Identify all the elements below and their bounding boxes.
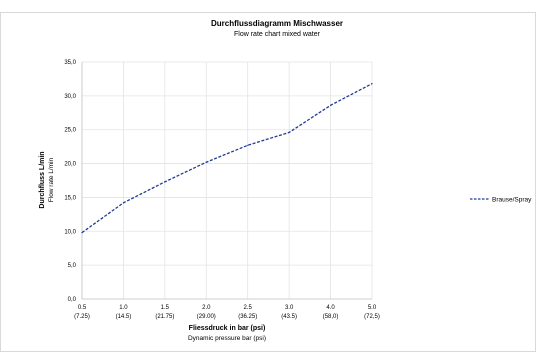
x-tick-label: 2.5 <box>244 305 253 311</box>
x-tick-sublabel: (14.5) <box>116 314 132 320</box>
series-layer <box>81 83 373 234</box>
y-axis-subtitle: Flow rate L/min <box>48 157 55 202</box>
x-tick-label: 4.0 <box>326 305 335 311</box>
data-point <box>164 181 166 183</box>
y-tick-label: 0,0 <box>68 297 77 303</box>
legend: Brause/Spray <box>470 197 532 204</box>
y-tick-label: 5,0 <box>68 263 77 269</box>
data-point <box>205 161 207 163</box>
data-point <box>371 83 373 85</box>
y-tick-label: 30,0 <box>64 94 76 100</box>
y-axis-title: Durchfluss L/min <box>39 151 46 208</box>
x-axis-ticks: 0.5 (7.25) 1.0 (14.5) 1.5 (21.75) 2.0 (29.00) 2.… <box>74 305 380 320</box>
data-point <box>122 202 125 204</box>
series-line <box>81 83 373 234</box>
x-tick-label: 5.0 <box>368 305 377 311</box>
x-tick-sublabel: (58,0) <box>323 314 339 320</box>
x-axis-subtitle: Dynamic pressure bar (psi) <box>188 335 266 342</box>
x-tick-label: 1.5 <box>161 305 170 311</box>
data-point <box>247 144 249 146</box>
x-tick-label: 0.5 <box>78 305 87 311</box>
x-tick-label: 2.0 <box>202 305 211 311</box>
x-tick-sublabel: (36.25) <box>238 314 257 320</box>
y-tick-label: 20,0 <box>64 162 76 168</box>
x-tick-sublabel: (43.5) <box>281 314 297 320</box>
chart-title: Durchflussdiagramm Mischwasser <box>211 19 343 28</box>
x-tick-label: 1.0 <box>119 305 128 311</box>
gridlines <box>82 61 373 299</box>
data-point <box>329 104 332 106</box>
y-tick-label: 25,0 <box>64 128 76 134</box>
x-tick-sublabel: (7.25) <box>74 314 90 320</box>
x-tick-label: 3.0 <box>285 305 294 311</box>
y-tick-label: 35,0 <box>64 60 76 66</box>
data-point <box>288 131 290 134</box>
x-axis-title: Fliessdruck in bar (psi) <box>189 325 266 332</box>
chart-subtitle: Flow rate chart mixed water <box>234 31 321 38</box>
data-point <box>81 232 83 234</box>
y-axis-ticks: 0,0 5,0 10,0 15,0 20,0 25,0 30,0 35,0 <box>64 60 76 303</box>
y-tick-label: 10,0 <box>64 229 76 235</box>
x-tick-sublabel: (29.00) <box>197 314 216 320</box>
x-tick-sublabel: (72,5) <box>364 314 380 320</box>
y-tick-label: 15,0 <box>64 195 76 201</box>
chart-border <box>0 12 536 352</box>
legend-label: Brause/Spray <box>492 197 532 204</box>
x-tick-sublabel: (21.75) <box>155 314 174 320</box>
